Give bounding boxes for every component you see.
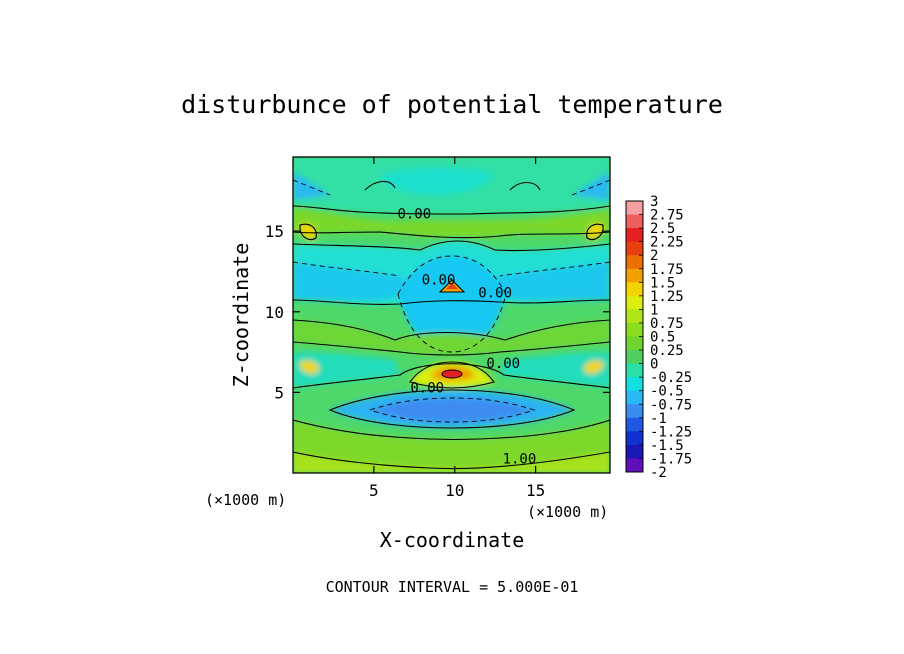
- y-axis-ticks: 5 10 15: [265, 222, 610, 402]
- colorbar-swatch: [626, 201, 643, 216]
- colorbar-label: -1.75: [650, 451, 692, 467]
- dashed-contours: [293, 179, 610, 423]
- heatmap-field: [293, 157, 610, 473]
- colorbar-label: 3: [650, 194, 658, 210]
- contour-label: 1.00: [503, 451, 537, 467]
- colorbar-swatch: [626, 282, 643, 297]
- colorbar-label: -1: [650, 411, 667, 427]
- x-axis-unit-right: (×1000 m): [527, 503, 608, 521]
- colorbar-label: 0: [650, 357, 658, 373]
- colorbar-label: -2: [650, 465, 667, 481]
- x-axis-ticks: 5 10 15: [369, 157, 545, 500]
- colorbar-labels: 32.752.52.2521.751.51.2510.750.50.250-0.…: [639, 194, 692, 481]
- colorbar-label: 0.5: [650, 330, 675, 346]
- colorbar-swatch: [626, 214, 643, 229]
- colorbar-swatch: [626, 268, 643, 283]
- colorbar-swatch: [626, 417, 643, 432]
- colorbar-swatch: [626, 404, 643, 419]
- colorbar-swatch: [626, 390, 643, 405]
- colorbar-label: 1.25: [650, 289, 684, 305]
- colorbar-swatch: [626, 322, 643, 337]
- colorbar-label: 0.75: [650, 316, 684, 332]
- colorbar-swatch: [626, 363, 643, 378]
- chart-title: disturbunce of potential temperature: [181, 90, 723, 119]
- y-tick-label: 5: [274, 383, 284, 402]
- colorbar-swatch: [626, 350, 643, 365]
- colorbar-label: 2: [650, 248, 658, 264]
- contour-label: 0.00: [478, 285, 512, 301]
- colorbar-swatch: [626, 444, 643, 459]
- contour-label: 0.00: [410, 380, 444, 396]
- contour-label: 0.00: [422, 272, 456, 288]
- contour-label: 0.00: [486, 356, 520, 372]
- colorbar-label: 0.25: [650, 343, 684, 359]
- y-axis-label: Z-coordinate: [229, 243, 253, 388]
- plot-frame: [292, 156, 611, 474]
- colorbar-label: -1.5: [650, 438, 684, 454]
- contour-label: 0.00: [397, 206, 431, 222]
- contour-interval-note: CONTOUR INTERVAL = 5.000E-01: [326, 578, 579, 596]
- colorbar-swatch: [626, 295, 643, 310]
- warm-core-upper: [438, 279, 466, 293]
- colorbar-label: -0.5: [650, 384, 684, 400]
- colorbar-label: 2.75: [650, 208, 684, 224]
- colorbar-label: -0.75: [650, 397, 692, 413]
- contour-labels: 0.00 0.00 0.00 0.00 0.00 1.00: [397, 206, 536, 467]
- colorbar-swatch: [626, 377, 643, 392]
- solid-contours: [293, 180, 610, 470]
- colorbar-swatch: [626, 228, 643, 243]
- colorbar-label: -0.25: [650, 370, 692, 386]
- y-tick-label: 15: [265, 222, 284, 241]
- x-axis-label: X-coordinate: [380, 528, 525, 552]
- colorbar-label: 2.5: [650, 221, 675, 237]
- colorbar: [625, 200, 644, 473]
- colorbar-swatch: [626, 458, 643, 473]
- x-axis-unit-left: (×1000 m): [205, 491, 286, 509]
- colorbar-label: -1.25: [650, 424, 692, 440]
- x-tick-label: 5: [369, 481, 379, 500]
- colorbar-swatch: [626, 309, 643, 324]
- y-tick-label: 10: [265, 303, 284, 322]
- colorbar-label: 2.25: [650, 235, 684, 251]
- colorbar-label: 1.75: [650, 262, 684, 278]
- colorbar-label: 1: [650, 302, 658, 318]
- colorbar-swatch: [626, 336, 643, 351]
- colorbar-swatch: [626, 431, 643, 446]
- colorbar-swatch: [626, 241, 643, 256]
- colorbar-label: 1.5: [650, 275, 675, 291]
- warm-core-lower: [441, 369, 463, 379]
- colorbar-swatch: [626, 255, 643, 270]
- x-tick-label: 15: [526, 481, 545, 500]
- x-tick-label: 10: [445, 481, 464, 500]
